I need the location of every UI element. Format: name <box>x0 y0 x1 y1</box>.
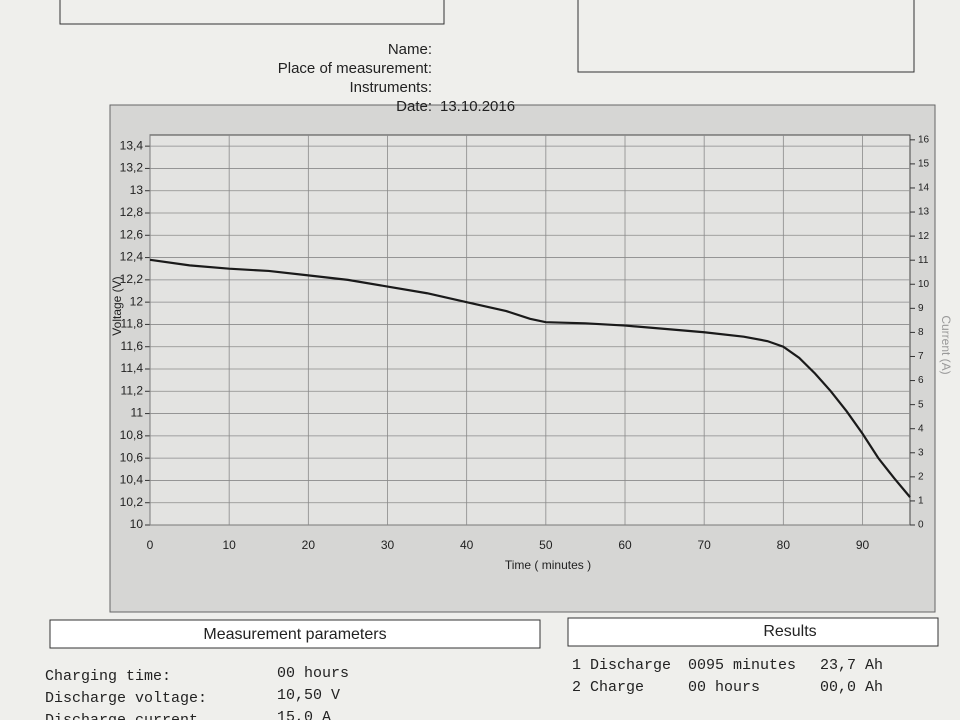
y2-tick-label: 14 <box>918 183 930 194</box>
x-tick-label: 10 <box>222 538 236 552</box>
x-tick-label: 60 <box>618 538 632 552</box>
y2-tick-label: 6 <box>918 375 924 386</box>
y-tick-label: 13 <box>130 183 144 197</box>
x-tick-label: 80 <box>777 538 791 552</box>
x-tick-label: 40 <box>460 538 474 552</box>
y2-tick-label: 15 <box>918 159 930 170</box>
field-label: Instruments: <box>349 79 432 96</box>
x-tick-label: 0 <box>147 538 154 552</box>
y-tick-label: 12,4 <box>120 250 144 264</box>
y-tick-label: 11,6 <box>121 339 144 353</box>
field-label: Place of measurement: <box>278 60 432 77</box>
y-tick-label: 11 <box>131 406 144 420</box>
y2-tick-label: 7 <box>918 351 924 362</box>
x-tick-label: 50 <box>539 538 553 552</box>
y2-tick-label: 12 <box>918 231 930 242</box>
y-tick-label: 10,4 <box>120 473 144 487</box>
param-value: 15,0 A <box>277 709 331 720</box>
y-axis-label: Voltage (V) <box>110 276 124 335</box>
section-title: Measurement parameters <box>203 626 386 643</box>
y2-tick-label: 10 <box>918 279 930 290</box>
param-value: 00 hours <box>277 665 349 682</box>
box <box>577 0 915 73</box>
y2-tick-label: 1 <box>918 496 924 507</box>
x-tick-label: 20 <box>302 538 316 552</box>
y2-axis-label: Current (A) <box>939 315 953 374</box>
y-tick-label: 11,8 <box>121 317 144 331</box>
y-tick-label: 13,2 <box>120 161 144 175</box>
data-line <box>149 258 911 498</box>
x-axis-label: Time ( minutes ) <box>505 558 591 572</box>
x-tick-label: 90 <box>856 538 870 552</box>
y-tick-label: 11,4 <box>121 361 144 375</box>
y2-tick-label: 9 <box>918 303 924 314</box>
y2-tick-label: 11 <box>918 255 929 266</box>
y2-tick-label: 4 <box>918 423 924 434</box>
result-cell: 00,0 Ah <box>820 679 883 696</box>
result-cell: 2 Charge <box>572 679 644 696</box>
field-value: 13.10.2016 <box>440 98 515 115</box>
y-tick-label: 10,2 <box>120 495 144 509</box>
box <box>567 617 939 647</box>
y2-tick-label: 3 <box>918 447 924 458</box>
y-tick-label: 10 <box>130 517 144 531</box>
y2-tick-label: 8 <box>918 327 924 338</box>
y2-tick-label: 13 <box>918 207 930 218</box>
y-tick-label: 10,6 <box>120 450 144 464</box>
param-label: Discharge voltage: <box>45 690 207 707</box>
y2-tick-label: 16 <box>918 134 930 145</box>
field-label: Name: <box>388 41 432 58</box>
x-tick-label: 30 <box>381 538 395 552</box>
field-label: Date: <box>396 98 432 115</box>
param-label: Charging time: <box>45 668 171 685</box>
result-cell: 0095 minutes <box>688 657 796 674</box>
section-title: Results <box>763 623 816 640</box>
param-label: Discharge current <box>45 712 198 720</box>
y-tick-label: 12,6 <box>120 227 144 241</box>
plot-area <box>149 134 911 526</box>
result-cell: 1 Discharge <box>572 657 671 674</box>
y-tick-label: 12 <box>130 294 144 308</box>
y2-tick-label: 0 <box>918 520 924 531</box>
box <box>49 619 541 649</box>
y2-tick-label: 2 <box>918 471 924 482</box>
param-value: 10,50 V <box>277 687 340 704</box>
y2-tick-label: 5 <box>918 399 924 410</box>
result-cell: 23,7 Ah <box>820 657 883 674</box>
y-tick-label: 10,8 <box>120 428 144 442</box>
result-cell: 00 hours <box>688 679 760 696</box>
y-tick-label: 12,2 <box>120 272 144 286</box>
x-tick-label: 70 <box>697 538 711 552</box>
y-tick-label: 12,8 <box>120 205 144 219</box>
y-tick-label: 13,4 <box>120 138 144 152</box>
y-tick-label: 11,2 <box>121 383 144 397</box>
box <box>59 0 445 25</box>
